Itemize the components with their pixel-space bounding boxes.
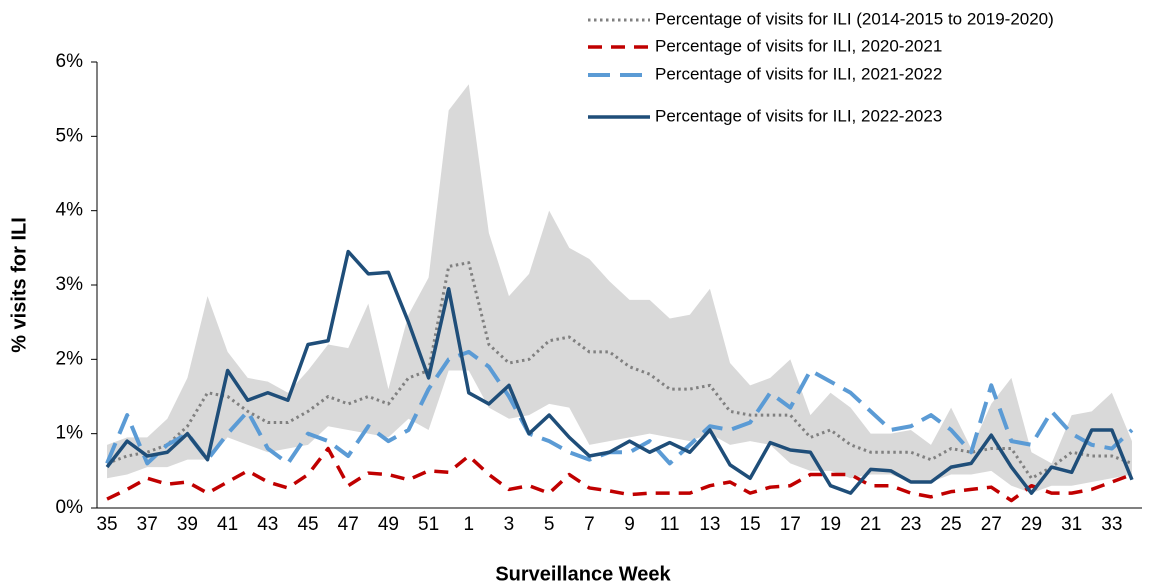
x-tick-label: 33 xyxy=(1101,514,1122,535)
x-tick-label: 3 xyxy=(504,514,515,535)
x-tick-label: 23 xyxy=(900,514,921,535)
y-axis-label: % visits for ILI xyxy=(8,217,30,353)
x-tick-label: 17 xyxy=(780,514,801,535)
legend-label: Percentage of visits for ILI, 2022-2023 xyxy=(655,106,942,125)
x-tick-label: 25 xyxy=(941,514,962,535)
x-tick-label: 29 xyxy=(1021,514,1042,535)
y-tick-label: 6% xyxy=(56,51,84,72)
x-tick-label: 27 xyxy=(981,514,1002,535)
x-tick-label: 5 xyxy=(544,514,555,535)
legend-label: Percentage of visits for ILI, 2020-2021 xyxy=(655,36,942,55)
x-tick-label: 9 xyxy=(624,514,635,535)
x-tick-label: 7 xyxy=(584,514,595,535)
x-tick-label: 35 xyxy=(96,514,117,535)
y-tick-label: 3% xyxy=(56,274,84,295)
series-line xyxy=(105,349,1134,466)
range-band xyxy=(107,84,1132,494)
series-line xyxy=(106,261,1133,480)
x-tick-label: 49 xyxy=(378,514,399,535)
x-tick-label: 31 xyxy=(1061,514,1082,535)
y-tick-label: 2% xyxy=(56,348,84,369)
legend-label: Percentage of visits for ILI, 2021-2022 xyxy=(655,64,942,83)
x-tick-label: 43 xyxy=(257,514,278,535)
y-tick-label: 0% xyxy=(56,497,84,518)
x-tick-label: 19 xyxy=(820,514,841,535)
series-line xyxy=(106,446,1133,503)
y-tick-label: 5% xyxy=(56,125,84,146)
x-tick-label: 13 xyxy=(699,514,720,535)
y-tick-label: 4% xyxy=(56,200,84,221)
x-tick-label: 21 xyxy=(860,514,881,535)
x-tick-label: 1 xyxy=(463,514,474,535)
x-tick-label: 45 xyxy=(297,514,318,535)
x-tick-label: 47 xyxy=(338,514,359,535)
legend-label: Percentage of visits for ILI (2014-2015 … xyxy=(655,9,1054,28)
series-line xyxy=(105,249,1134,495)
x-tick-label: 11 xyxy=(660,514,680,535)
y-tick-label: 1% xyxy=(56,423,84,444)
x-tick-label: 15 xyxy=(740,514,761,535)
x-axis-label: Surveillance Week xyxy=(495,563,671,585)
x-tick-label: 51 xyxy=(418,514,439,535)
x-tick-label: 39 xyxy=(177,514,198,535)
x-tick-label: 41 xyxy=(217,514,238,535)
x-tick-label: 37 xyxy=(137,514,158,535)
